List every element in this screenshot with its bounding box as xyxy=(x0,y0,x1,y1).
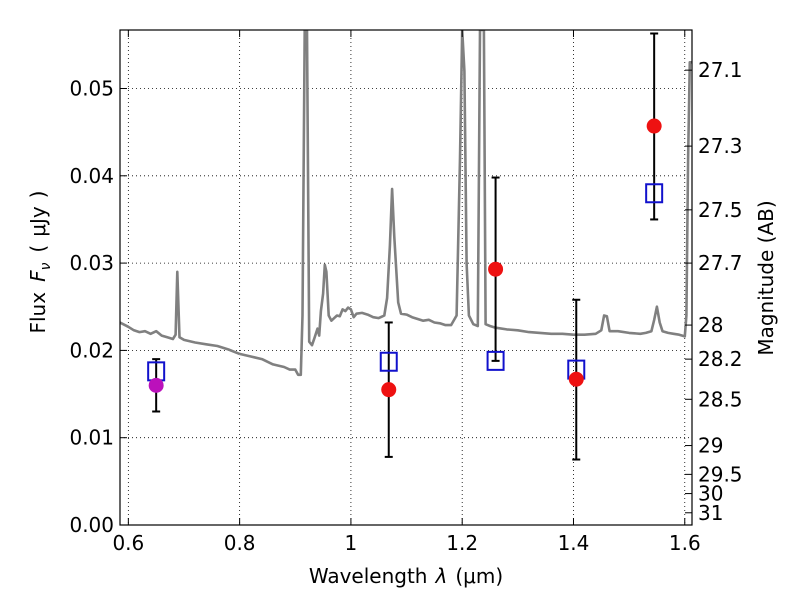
error-bars-layer xyxy=(152,32,659,461)
y-tick-label: 0.02 xyxy=(69,338,114,362)
x-tick-label: 1 xyxy=(345,531,358,555)
model-spectrum-line xyxy=(120,30,692,377)
y-tick-label: 0.05 xyxy=(69,76,114,100)
y-tick-label: 0.04 xyxy=(69,164,114,188)
x-axis-label: Wavelength λ (μm) xyxy=(309,564,503,588)
plot-frame xyxy=(119,29,693,526)
observed-flux-point xyxy=(381,382,397,398)
axis-ticks: 0.6 0.8 1 1.2 1.4 1.6 0.00 0.01 0.02 0.03 0.04 0.05… xyxy=(69,30,743,555)
y2-tick-label: 27.5 xyxy=(698,198,743,222)
y2-axis-label: Magnitude (AB) xyxy=(754,200,778,355)
x-tick-label: 1.2 xyxy=(446,531,478,555)
synthetic-flux-marker xyxy=(379,351,398,372)
y-axis-label-paren-open: ( xyxy=(26,245,50,253)
y-axis-label-paren-close: ) xyxy=(26,190,50,198)
observed-flux-layer xyxy=(148,118,662,398)
y-axis-label-text: Flux xyxy=(26,292,50,334)
y2-tick-label: 28.5 xyxy=(698,387,743,411)
x-axis-label-text: Wavelength xyxy=(309,564,428,588)
synthetic-flux-marker xyxy=(645,183,664,204)
y-axis-label: Flux Fν ( μJy) xyxy=(26,190,54,333)
x-tick-label: 1.6 xyxy=(669,531,701,555)
observed-flux-point xyxy=(646,118,662,134)
y2-tick-label: 31 xyxy=(698,501,723,525)
x-tick-label: 1.4 xyxy=(558,531,590,555)
x-axis-label-unit: (μm) xyxy=(455,564,503,588)
model-spectrum-layer xyxy=(120,30,692,377)
observed-flux-point xyxy=(568,371,584,387)
y2-tick-label: 29.5 xyxy=(698,462,743,486)
x-tick-label: 0.6 xyxy=(112,531,144,555)
grid-lines xyxy=(120,30,692,526)
x-tick-label: 0.8 xyxy=(224,531,256,555)
y-tick-label: 0.03 xyxy=(69,251,114,275)
observed-flux-point xyxy=(488,261,504,277)
y2-tick-label: 27.3 xyxy=(698,134,743,158)
y-axis-label-subscript: ν xyxy=(38,262,54,270)
y-axis-label-symbol: F xyxy=(26,270,50,282)
y2-tick-label: 28.2 xyxy=(698,347,743,371)
synthetic-flux-marker xyxy=(486,350,505,371)
x-axis-label-symbol: λ xyxy=(435,564,448,588)
observed-flux-point xyxy=(148,377,164,393)
y2-tick-label: 29 xyxy=(698,434,723,458)
y2-tick-label: 27.7 xyxy=(698,251,743,275)
y2-tick-label: 27.1 xyxy=(698,58,743,82)
y-tick-label: 0.01 xyxy=(69,426,114,450)
y2-tick-label: 30 xyxy=(698,482,723,506)
synthetic-flux-layer xyxy=(147,183,664,382)
y-tick-label: 0.00 xyxy=(69,513,114,537)
y2-tick-label: 28 xyxy=(698,313,723,337)
y-axis-label-unit: μJy xyxy=(26,206,50,237)
